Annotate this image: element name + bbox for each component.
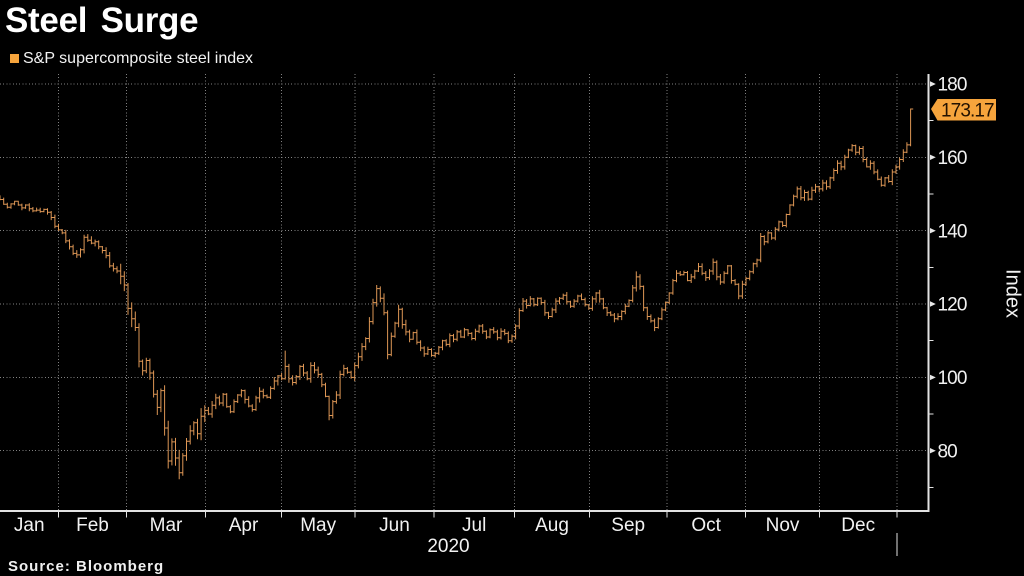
svg-text:Jun: Jun — [379, 515, 410, 536]
svg-text:80: 80 — [938, 441, 958, 462]
svg-text:Apr: Apr — [229, 515, 259, 536]
svg-text:Jan: Jan — [14, 515, 45, 536]
svg-text:Feb: Feb — [76, 515, 109, 536]
svg-text:May: May — [300, 515, 336, 536]
svg-text:Jul: Jul — [462, 515, 486, 536]
svg-text:173.17: 173.17 — [941, 101, 994, 122]
svg-text:120: 120 — [938, 295, 967, 316]
svg-text:180: 180 — [938, 75, 967, 96]
svg-text:Nov: Nov — [766, 515, 800, 536]
svg-text:100: 100 — [938, 368, 967, 389]
svg-text:Dec: Dec — [841, 515, 875, 536]
svg-text:2020: 2020 — [427, 536, 469, 557]
svg-text:Aug: Aug — [535, 515, 569, 536]
svg-text:Sep: Sep — [611, 515, 645, 536]
svg-text:140: 140 — [938, 221, 967, 242]
svg-text:Mar: Mar — [150, 515, 183, 536]
svg-text:Oct: Oct — [691, 515, 721, 536]
svg-text:Index: Index — [1002, 269, 1024, 318]
svg-text:160: 160 — [938, 148, 967, 169]
